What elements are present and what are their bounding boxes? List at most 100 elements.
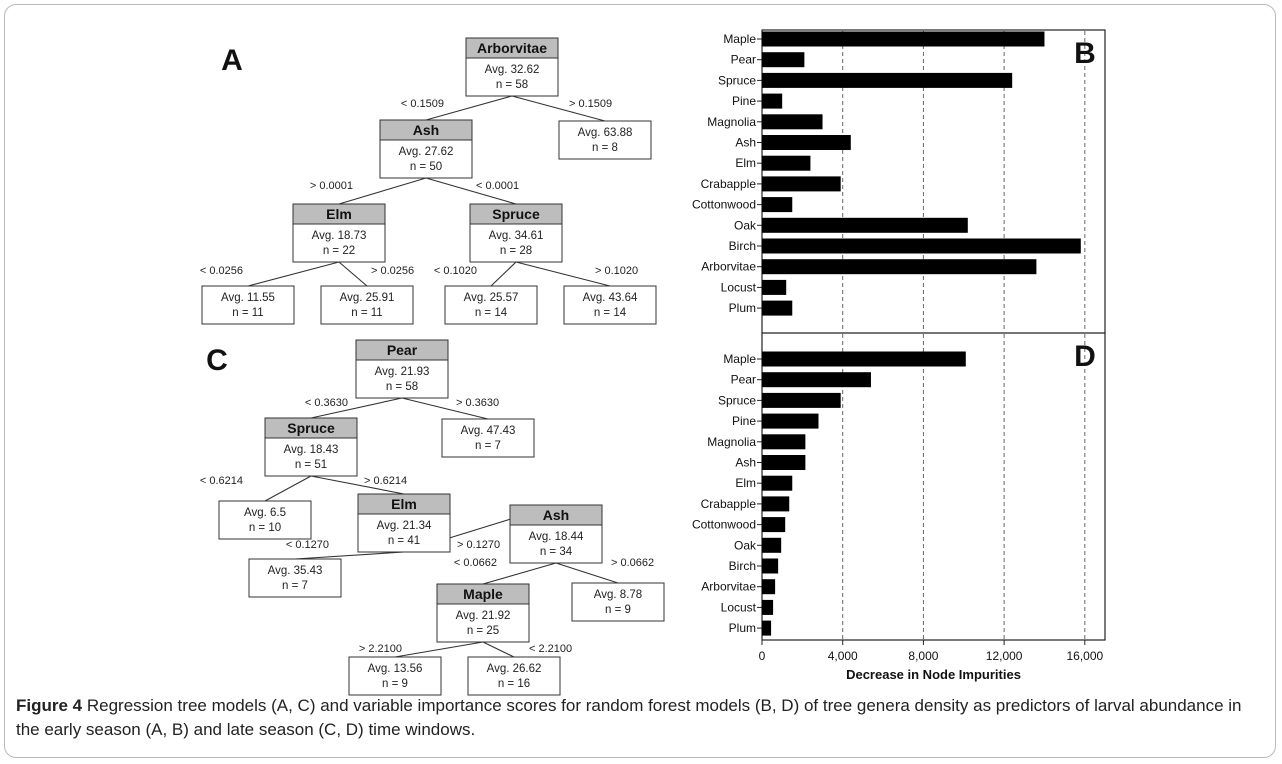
category-label: Pine — [732, 414, 756, 428]
node-box — [348, 656, 442, 696]
node-header — [436, 583, 530, 605]
split-threshold-label: > 0.6214 — [364, 475, 407, 487]
bar — [762, 413, 819, 429]
tree-branch — [401, 397, 489, 420]
split-node: Maple Avg. 21.92 n = 25 — [436, 583, 530, 643]
category-label: Arborvitae — [701, 580, 756, 594]
category-label: Plum — [729, 621, 756, 635]
category-label: Crabapple — [701, 177, 757, 191]
split-threshold-label: < 0.0256 — [200, 265, 243, 277]
node-count-label: n = 16 — [498, 678, 530, 690]
tree-branch — [425, 177, 517, 205]
variable-importance-chart: Maple Pear Spruce Pine Magnolia Ash Elm Crabapp… — [692, 29, 1106, 682]
bar — [762, 455, 806, 470]
node-count-label: n = 11 — [232, 307, 263, 319]
tree-branch — [294, 551, 405, 560]
node-average-label: Avg. 25.91 — [340, 292, 395, 304]
node-count-label: n = 50 — [410, 161, 442, 173]
category-label: Maple — [723, 352, 756, 366]
node-average-label: Avg. 11.55 — [221, 292, 275, 304]
category-label: Magnolia — [707, 115, 756, 129]
panel-label-d: D — [1074, 340, 1096, 373]
bar — [762, 475, 793, 491]
split-threshold-label: > 0.1270 — [457, 539, 500, 551]
category-label: Locust — [721, 600, 757, 614]
chart-panel-b: Maple Pear Spruce Pine Magnolia Ash Elm Crabapp… — [692, 31, 1096, 332]
leaf-node: Avg. 63.88 n = 8 — [558, 120, 652, 160]
category-label: Pear — [731, 53, 756, 67]
tree-branch — [482, 641, 515, 658]
category-label: Birch — [729, 559, 756, 573]
node-average-label: Avg. 43.64 — [583, 292, 638, 304]
node-count-label: n = 7 — [475, 440, 501, 452]
figure-caption: Figure 4 Regression tree models (A, C) a… — [16, 694, 1266, 742]
node-box — [248, 558, 342, 598]
category-label: Cottonwood — [692, 518, 756, 532]
node-average-label: Avg. 21.34 — [377, 520, 432, 532]
bar — [762, 351, 966, 367]
x-axis-title: Decrease in Node Impurities — [846, 667, 1021, 682]
leaf-node: Avg. 25.57 n = 14 — [444, 285, 538, 325]
split-node: Arborvitae Avg. 32.62 n = 58 — [465, 37, 559, 97]
node-average-label: Avg. 18.43 — [284, 444, 339, 456]
node-average-label: Avg. 34.61 — [489, 230, 544, 242]
bar — [762, 197, 793, 213]
node-count-label: n = 51 — [295, 459, 327, 471]
node-box — [571, 582, 665, 622]
leaf-node: Avg. 25.91 n = 11 — [320, 285, 414, 325]
category-label: Spruce — [718, 73, 756, 87]
leaf-node: Avg. 11.55 n = 11 — [201, 285, 295, 325]
category-label: Birch — [729, 239, 756, 253]
leaf-node: Avg. 43.64 n = 14 — [563, 285, 657, 325]
node-header — [355, 339, 449, 361]
bar — [762, 31, 1045, 47]
leaf-node: Avg. 13.56 n = 9 — [348, 656, 442, 696]
tree-branch — [310, 475, 405, 495]
category-label: Crabapple — [701, 497, 757, 511]
category-label: Elm — [735, 476, 756, 490]
bar — [762, 238, 1081, 254]
bar — [762, 93, 783, 109]
node-genus-label: Elm — [326, 206, 352, 222]
split-threshold-label: < 0.3630 — [305, 397, 348, 409]
plot-frame — [761, 29, 1106, 641]
category-label: Magnolia — [707, 435, 756, 449]
panel-label-a: A — [221, 44, 243, 77]
caption-label: Figure 4 — [16, 696, 83, 715]
tree-branch — [338, 261, 368, 287]
node-header — [379, 119, 473, 141]
node-count-label: n = 34 — [540, 546, 573, 558]
panel-label-b: B — [1074, 37, 1096, 70]
node-header — [292, 203, 386, 225]
split-node: Elm Avg. 18.73 n = 22 — [292, 203, 386, 263]
node-box — [467, 656, 561, 696]
x-tick-label: 8,000 — [908, 649, 938, 663]
category-label: Ash — [735, 456, 756, 470]
split-threshold-label: < 0.0001 — [476, 180, 519, 192]
tree-branch — [482, 562, 557, 585]
x-tick-label: 16,000 — [1066, 649, 1103, 663]
node-box — [218, 500, 312, 540]
node-count-label: n = 22 — [323, 245, 355, 257]
node-average-label: Avg. 6.5 — [244, 507, 286, 519]
bar — [762, 279, 787, 295]
split-threshold-label: < 0.1509 — [401, 98, 444, 110]
bar — [762, 496, 790, 512]
category-label: Maple — [723, 32, 756, 46]
bar — [762, 517, 786, 533]
node-header — [509, 504, 603, 526]
node-count-label: n = 14 — [594, 307, 627, 319]
tree-branch — [515, 261, 611, 287]
node-average-label: Avg. 18.44 — [529, 531, 584, 543]
split-threshold-label: > 2.2100 — [359, 643, 402, 655]
node-average-label: Avg. 21.93 — [375, 366, 430, 378]
node-box — [201, 285, 295, 325]
node-box — [558, 120, 652, 160]
panel-label-c: C — [206, 344, 228, 377]
tree-branch — [394, 641, 484, 658]
chart-panel-d: Maple Pear Spruce Pine Magnolia Ash Elm Crabapp… — [692, 334, 1096, 639]
figure-frame — [4, 4, 1276, 758]
split-threshold-label: > 0.1509 — [569, 98, 612, 110]
node-genus-label: Spruce — [492, 206, 540, 222]
